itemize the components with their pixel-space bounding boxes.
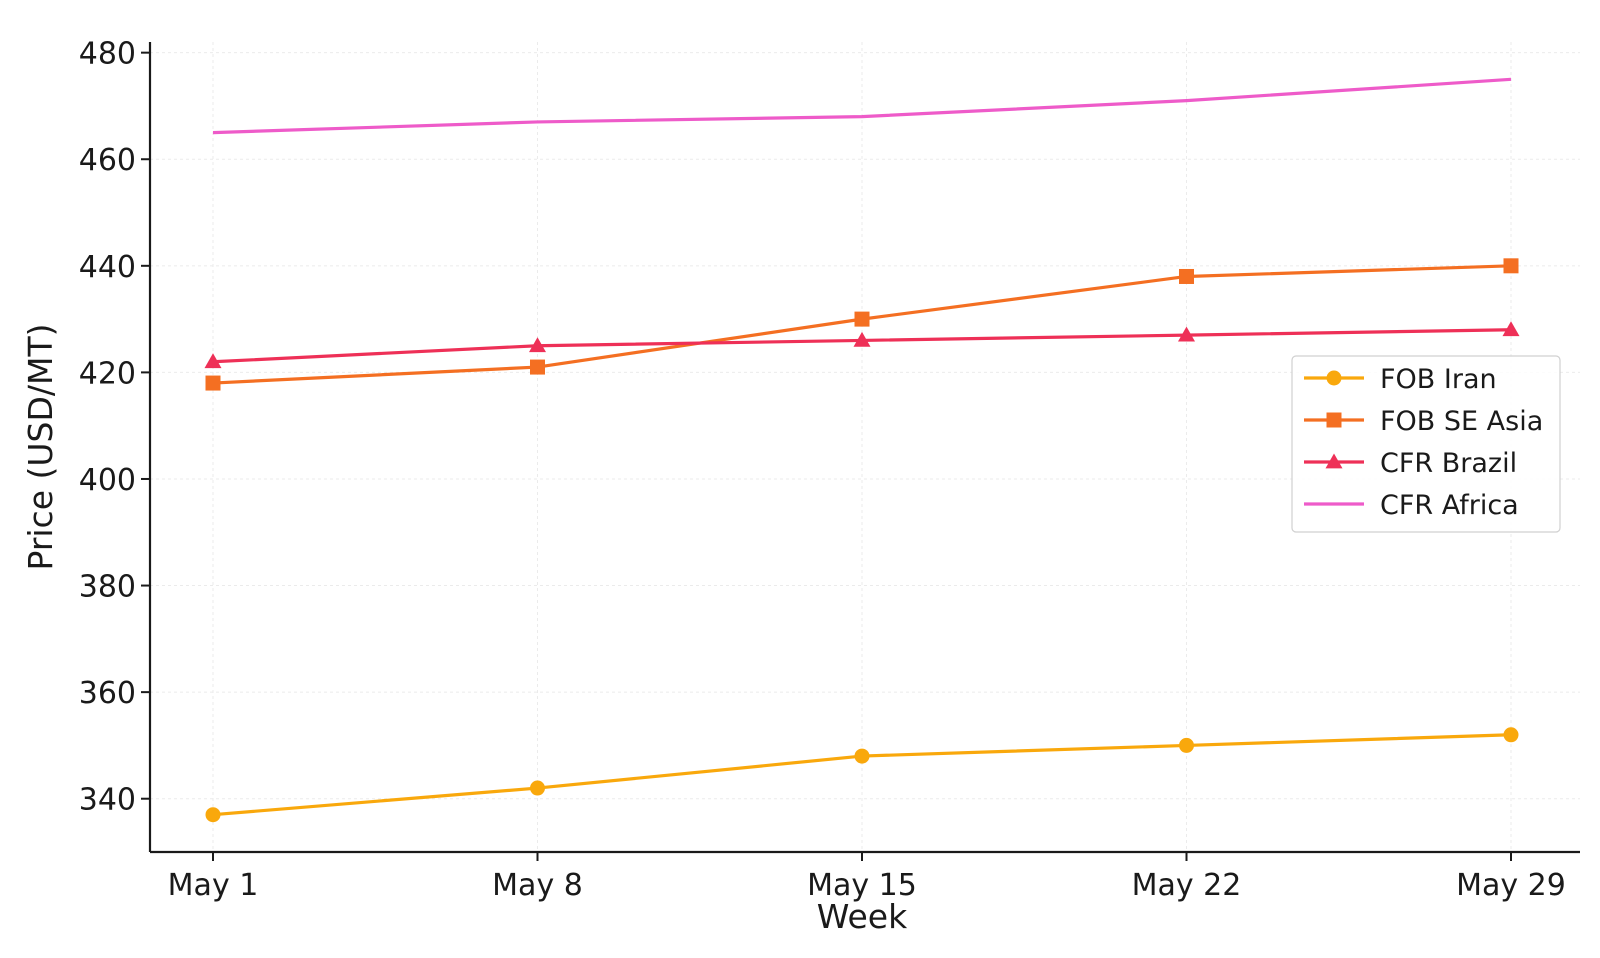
- data-point-cfr-brazil: [204, 353, 222, 369]
- y-tick-label: 360: [79, 676, 136, 711]
- legend-label: FOB Iran: [1380, 364, 1497, 395]
- legend-swatch-marker: [1326, 370, 1342, 386]
- y-tick-label: 400: [79, 463, 136, 498]
- data-point-cfr-brazil: [853, 331, 871, 347]
- legend-label: CFR Africa: [1380, 490, 1519, 521]
- data-point-fob-iran: [530, 780, 545, 796]
- legend: FOB Iran FOB SE Asia CFR Brazil CFR Africa: [1291, 355, 1561, 533]
- series-cfr-brazil: [204, 321, 1520, 369]
- legend-box: [1291, 355, 1561, 533]
- data-point-cfr-brazil: [1178, 326, 1195, 342]
- data-point-fob-iran: [854, 748, 870, 764]
- series-cfr-africa: [212, 77, 1512, 135]
- y-tick-label: 480: [79, 37, 136, 72]
- x-tick-label: May 29: [1456, 868, 1566, 903]
- data-point-fob-iran: [205, 807, 221, 823]
- legend-label: FOB SE Asia: [1380, 406, 1543, 437]
- x-axis-label: Week: [817, 897, 908, 936]
- data-point-fob-se-asia: [1503, 258, 1519, 274]
- legend-swatch-marker: [1326, 412, 1342, 428]
- data-point-fob-se-asia: [1179, 268, 1194, 284]
- grid: [150, 42, 1580, 852]
- data-point-fob-iran: [1179, 737, 1194, 753]
- legend-item-cfr-africa: CFR Africa: [1304, 490, 1519, 521]
- x-tick-label: May 1: [168, 868, 259, 903]
- legend-label: CFR Brazil: [1380, 448, 1517, 479]
- y-axis-label: Price (USD/MT): [21, 323, 60, 570]
- legend-item-fob-se-asia: FOB SE Asia: [1304, 406, 1543, 437]
- data-point-cfr-brazil: [529, 337, 546, 353]
- x-tick-label: May 8: [492, 868, 583, 903]
- y-tick-label: 380: [79, 570, 136, 605]
- axes: 340 360 380 400 420 440 460 480 May 1 May 8 May 15…: [79, 37, 1580, 903]
- series-fob-iran: [205, 727, 1519, 823]
- legend-item-cfr-brazil: CFR Brazil: [1304, 448, 1517, 479]
- series: [204, 77, 1520, 823]
- y-tick-label: 440: [79, 250, 136, 285]
- data-point-cfr-brazil: [1502, 321, 1520, 337]
- y-tick-label: 460: [79, 143, 136, 178]
- y-tick-label: 340: [79, 783, 136, 818]
- y-tick-label: 420: [79, 356, 136, 391]
- data-point-fob-se-asia: [205, 375, 221, 391]
- series-fob-se-asia: [205, 258, 1519, 391]
- x-tick-label: May 22: [1132, 868, 1242, 903]
- legend-item-fob-iran: FOB Iran: [1304, 364, 1497, 395]
- data-point-fob-se-asia: [530, 359, 545, 375]
- x-tick-label: May 15: [807, 868, 917, 903]
- data-point-fob-se-asia: [854, 311, 870, 327]
- legend-swatch-marker: [1325, 453, 1343, 469]
- series-line-cfr-africa: [212, 77, 1512, 135]
- data-point-fob-iran: [1503, 727, 1519, 743]
